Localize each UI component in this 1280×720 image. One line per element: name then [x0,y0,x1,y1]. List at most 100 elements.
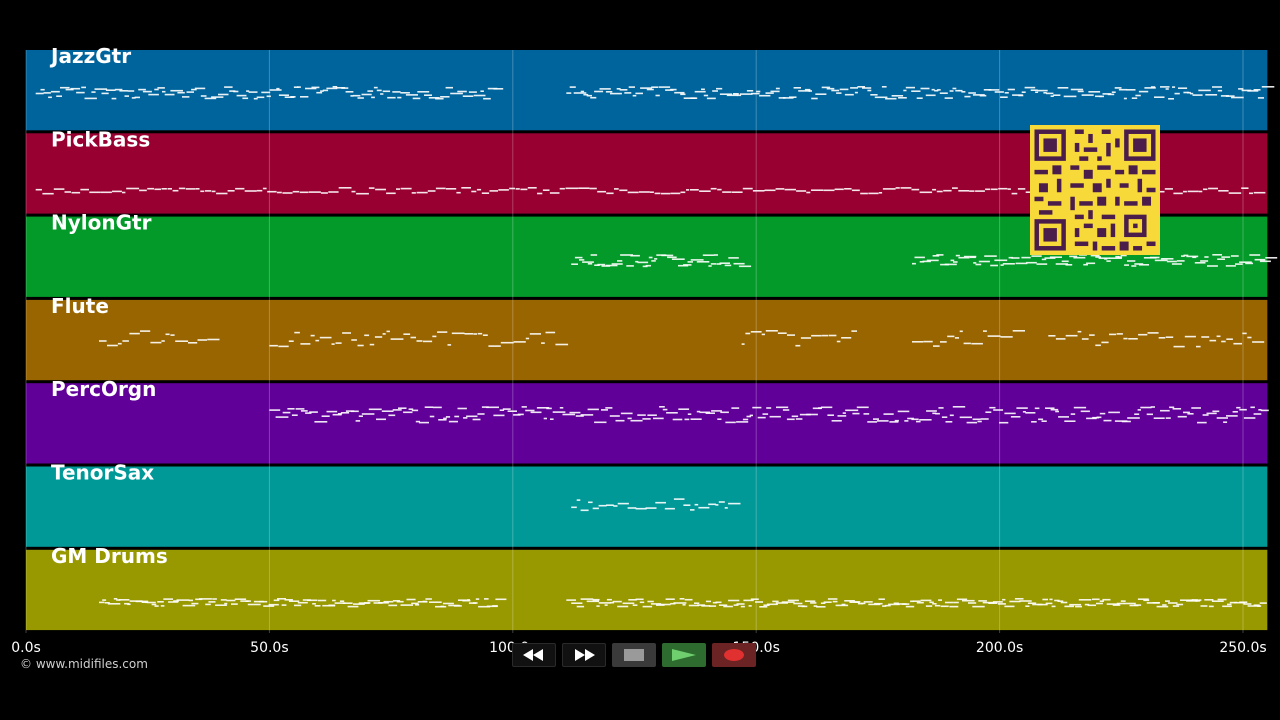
midi-note [1177,415,1187,418]
midi-note [1004,605,1015,608]
play-button[interactable] [662,643,706,667]
midi-note [147,601,156,604]
midi-note [116,599,121,601]
midi-note [1030,89,1038,91]
midi-note [1181,255,1185,257]
midi-note [276,191,282,194]
midi-note [1191,407,1201,409]
midi-note [165,333,170,336]
midi-note [1252,341,1265,343]
midi-note [429,415,435,418]
midi-note [204,190,212,192]
midi-note [878,598,885,600]
midi-note [912,600,921,602]
midi-note [604,604,608,606]
midi-note [609,415,620,417]
midi-note [763,604,770,606]
midi-note [200,190,205,193]
midi-note [576,499,581,501]
midi-note [724,507,728,509]
midi-note [1107,93,1115,96]
record-button[interactable] [712,643,756,667]
midi-note [529,333,541,335]
midi-note [374,336,383,338]
midi-note [842,412,846,414]
midi-note [1198,599,1202,601]
midi-note [199,598,212,600]
midi-note [56,95,62,97]
midi-note [150,341,162,344]
midi-note [227,190,235,192]
midi-note [328,191,339,193]
midi-note [1243,603,1252,605]
midi-note [806,191,811,194]
rewind-button[interactable] [512,643,556,667]
midi-note [1083,263,1088,266]
midi-note [736,421,749,423]
midi-note [1173,345,1185,348]
midi-note [1168,98,1174,100]
midi-note [1196,345,1201,348]
fast-forward-button[interactable] [562,643,606,667]
midi-note [905,605,915,608]
midi-note [472,602,478,604]
midi-note [381,410,394,412]
midi-note [716,87,723,90]
midi-note [823,189,835,192]
midi-note [757,416,766,419]
midi-note [655,94,660,97]
midi-note [925,94,936,97]
midi-note [1031,255,1042,257]
midi-note [1138,90,1149,93]
note-group [571,254,1278,268]
midi-note [1183,190,1187,193]
midi-note [1254,258,1266,261]
midi-note [351,339,357,341]
midi-note [690,418,702,420]
midi-note [1053,94,1061,96]
midi-note [586,94,592,97]
midi-note [806,413,818,416]
midi-note [1120,254,1127,257]
midi-note [418,421,429,424]
midi-note [99,601,105,604]
track-lane [26,383,1268,464]
midi-note [750,331,762,333]
midi-note [988,89,1000,91]
midi-note [684,418,690,421]
midi-note [1022,411,1026,413]
midi-note [1253,89,1261,91]
midi-note [789,96,797,98]
midi-note [1018,94,1024,97]
midi-note [998,187,1008,190]
midi-note [247,603,261,606]
stop-button[interactable] [612,643,656,667]
midi-note [236,94,247,97]
midi-note [1041,258,1047,261]
midi-note [191,88,197,91]
midi-note [1165,600,1170,602]
midi-note [696,261,710,263]
midi-note [725,421,736,424]
midi-note [635,260,639,263]
midi-note [173,600,179,602]
midi-note [76,91,85,94]
midi-note [972,94,985,96]
time-grid [25,50,1244,633]
midi-note [635,507,647,510]
midi-note [337,413,343,415]
midi-note [468,602,477,604]
midi-note [373,86,378,89]
midi-note [1172,408,1182,410]
midi-note [911,418,919,421]
midi-note [482,334,488,336]
midi-note [615,419,625,422]
midi-note [1123,602,1136,605]
midi-note [367,599,380,602]
midi-note [454,415,460,418]
midi-note [355,420,361,422]
midi-note [552,411,566,413]
midi-note [536,407,550,409]
midi-note [403,333,411,335]
midi-note [835,604,849,607]
